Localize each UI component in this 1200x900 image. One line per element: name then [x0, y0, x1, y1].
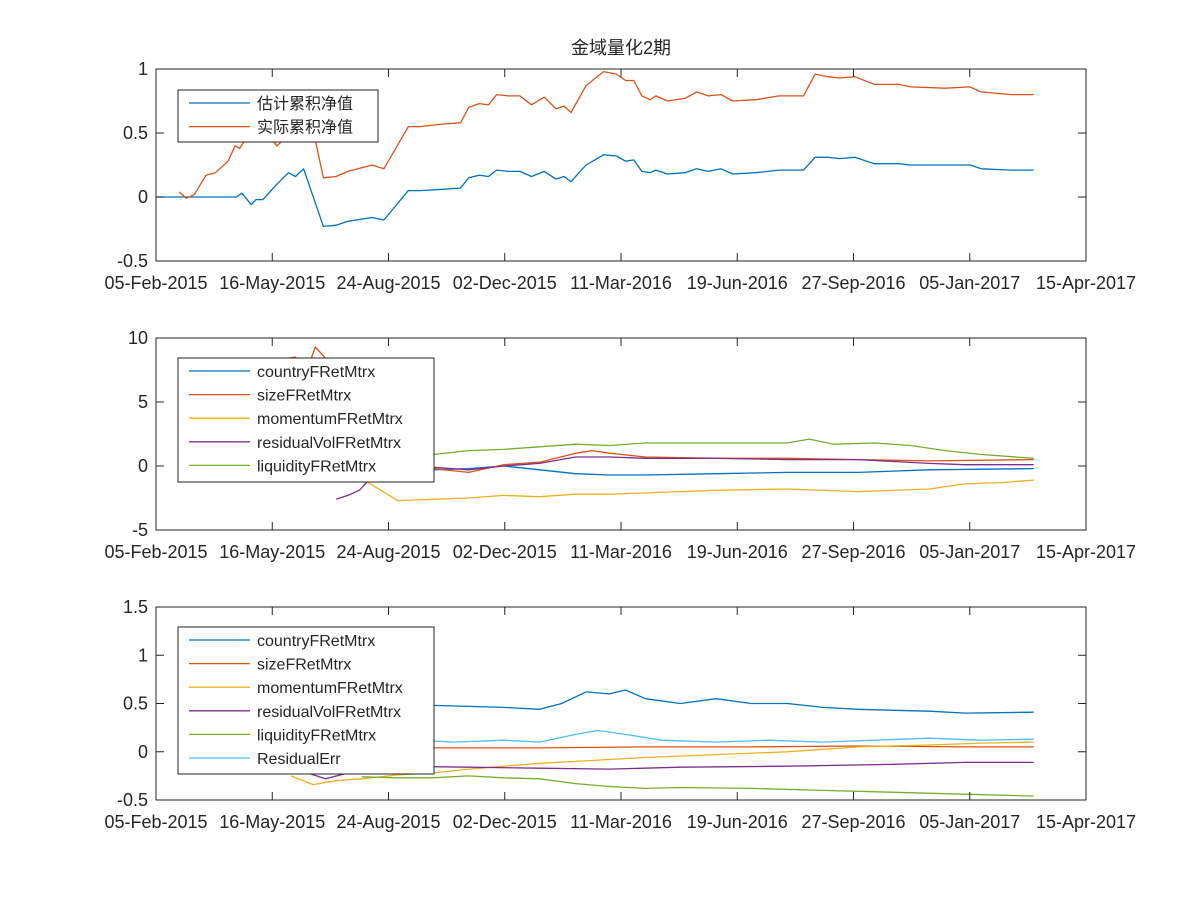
- x-tick-label: 02-Dec-2015: [453, 273, 557, 293]
- x-tick-label: 16-May-2015: [219, 273, 325, 293]
- legend-box: [177, 357, 435, 483]
- legend-entry: 实际累积净值: [257, 119, 353, 137]
- legend-entry: residualVolFRetMtrx: [257, 435, 401, 452]
- legend-entry: momentumFRetMtrx: [257, 411, 403, 428]
- x-tick-label: 15-Apr-2017: [1036, 273, 1136, 293]
- x-tick-label: 19-Jun-2016: [687, 273, 788, 293]
- y-tick-label: -5: [132, 520, 148, 540]
- x-tick-label: 24-Aug-2015: [336, 812, 440, 832]
- x-tick-label: 19-Jun-2016: [687, 542, 788, 562]
- y-tick-label: 0: [138, 742, 148, 762]
- legend-entry: countryFRetMtrx: [257, 633, 375, 650]
- y-tick-label: -0.5: [117, 790, 148, 810]
- legend: countryFRetMtrx sizeFRetMtrx momentumFRetM…: [177, 357, 435, 483]
- series-line-sizeFRetMtrx: [361, 745, 1034, 751]
- x-tick-label: 16-May-2015: [219, 812, 325, 832]
- x-tick-label: 02-Dec-2015: [453, 812, 557, 832]
- y-tick-label: -0.5: [117, 251, 148, 271]
- y-tick-label: 5: [138, 392, 148, 412]
- y-tick-label: 0.5: [123, 123, 148, 143]
- x-tick-label: 05-Feb-2015: [104, 812, 207, 832]
- y-tick-label: 1.5: [123, 597, 148, 617]
- subplot-top: 05-Feb-2015 16-May-2015 24-Aug-2015 02-Dec-…: [104, 59, 1136, 293]
- x-tick-label: 02-Dec-2015: [453, 542, 557, 562]
- series-line-momentumFRetMtrx: [290, 741, 1034, 786]
- legend-entry: ResidualErr: [257, 751, 341, 768]
- x-tick-label: 11-Mar-2016: [570, 542, 672, 562]
- legend-entry: sizeFRetMtrx: [257, 657, 351, 674]
- y-tick-label: 0.5: [123, 694, 148, 714]
- legend: countryFRetMtrx sizeFRetMtrx momentumFRetM…: [177, 626, 435, 775]
- y-tick-label: 10: [128, 328, 148, 348]
- legend-entry: sizeFRetMtrx: [257, 388, 351, 405]
- legend-entry: momentumFRetMtrx: [257, 680, 403, 697]
- legend-entry: residualVolFRetMtrx: [257, 704, 401, 721]
- x-tick-label: 15-Apr-2017: [1036, 812, 1136, 832]
- x-tick-label: 05-Feb-2015: [104, 273, 207, 293]
- x-tick-label: 24-Aug-2015: [336, 273, 440, 293]
- legend-entry: liquidityFRetMtrx: [257, 458, 376, 475]
- x-tick-label: 05-Feb-2015: [104, 542, 207, 562]
- series-line-countryFRetMtrx: [361, 689, 1034, 714]
- legend-entry: liquidityFRetMtrx: [257, 727, 376, 744]
- y-tick-label: 0: [138, 456, 148, 476]
- x-tick-label: 24-Aug-2015: [336, 542, 440, 562]
- series-line-sizeFRetMtrx: [276, 346, 1034, 474]
- x-tick-label: 16-May-2015: [219, 542, 325, 562]
- legend-box: [177, 626, 435, 775]
- x-tick-label: 27-Sep-2016: [801, 812, 905, 832]
- series-line-momentumFRetMtrx: [361, 478, 1034, 502]
- y-tick-label: 1: [138, 59, 148, 79]
- x-tick-label: 19-Jun-2016: [687, 812, 788, 832]
- chart-title: 金域量化2期: [571, 38, 671, 58]
- x-tick-label: 11-Mar-2016: [570, 812, 672, 832]
- x-tick-label: 27-Sep-2016: [801, 273, 905, 293]
- legend-entry: 估计累积净值: [257, 95, 353, 113]
- legend-box: [177, 89, 379, 143]
- subplot-middle: 05-Feb-2015 16-May-2015 24-Aug-2015 02-Dec-…: [104, 328, 1136, 562]
- x-tick-label: 05-Jan-2017: [919, 812, 1020, 832]
- x-tick-label: 05-Jan-2017: [919, 542, 1020, 562]
- series-lines: [290, 689, 1034, 797]
- series-line-ResidualErr: [361, 729, 1034, 743]
- series-line-liquidityFRetMtrx: [361, 438, 1034, 461]
- x-tick-label: 15-Apr-2017: [1036, 542, 1136, 562]
- legend-entry: countryFRetMtrx: [257, 364, 375, 381]
- subplot-bottom: 05-Feb-2015 16-May-2015 24-Aug-2015 02-Dec-…: [104, 597, 1136, 832]
- x-tick-label: 27-Sep-2016: [801, 542, 905, 562]
- x-tick-label: 05-Jan-2017: [919, 273, 1020, 293]
- series-line-估计累积净值: [156, 154, 1034, 228]
- y-tick-label: 0: [138, 187, 148, 207]
- x-tick-label: 11-Mar-2016: [570, 273, 672, 293]
- y-tick-label: 1: [138, 645, 148, 665]
- series-line-liquidityFRetMtrx: [361, 775, 1034, 797]
